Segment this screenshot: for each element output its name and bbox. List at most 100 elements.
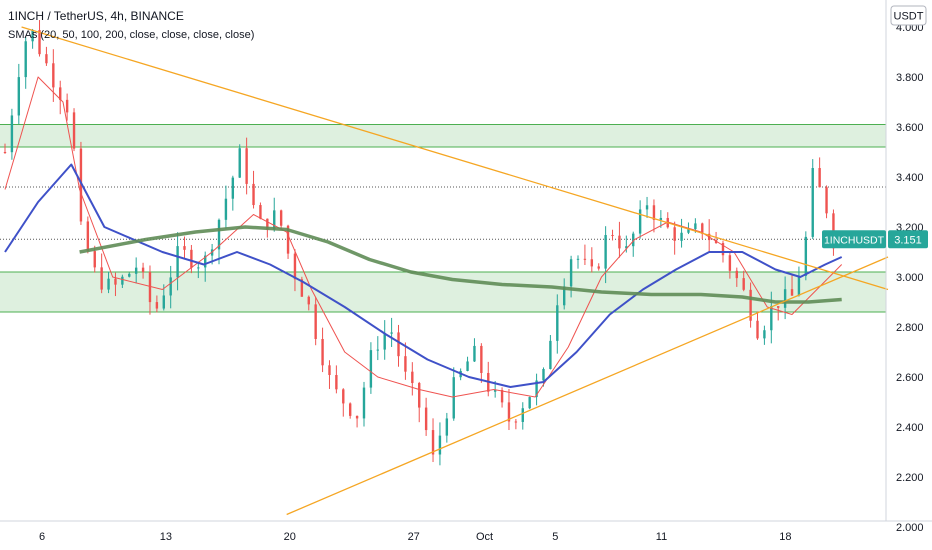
- candle-body: [342, 389, 345, 404]
- candle-body: [742, 278, 745, 290]
- candle: [362, 381, 366, 427]
- candle-body: [694, 223, 697, 230]
- candle-body: [770, 306, 773, 331]
- candle: [300, 276, 304, 297]
- candle-body: [59, 87, 62, 100]
- indicator-legend[interactable]: SMAs (20, 50, 100, 200, close, close, cl…: [8, 29, 254, 41]
- candle-body: [431, 430, 435, 455]
- candle-body: [777, 306, 780, 308]
- candle: [183, 236, 186, 259]
- candle: [134, 257, 138, 284]
- candle-body: [390, 332, 393, 334]
- candle: [804, 231, 808, 281]
- candle: [369, 342, 373, 394]
- moving-averages: [4, 76, 843, 398]
- candle-body: [134, 267, 138, 274]
- candle: [279, 209, 283, 230]
- candle: [31, 28, 34, 49]
- time-tick-label: Oct: [476, 531, 493, 543]
- candle: [217, 218, 221, 265]
- candle-body: [10, 115, 14, 153]
- candle-body: [424, 407, 428, 431]
- candle: [431, 418, 435, 463]
- price-tick-label: 2.400: [896, 422, 924, 434]
- candle-body: [576, 258, 580, 260]
- price-tick-label: 3.800: [896, 72, 924, 84]
- candle-body: [245, 148, 248, 184]
- candle-body: [632, 233, 635, 247]
- candle-body: [818, 168, 821, 188]
- candle: [418, 381, 421, 423]
- candle: [701, 222, 704, 240]
- candle: [777, 306, 780, 321]
- candle: [521, 402, 524, 430]
- candle: [638, 200, 642, 239]
- candle: [507, 388, 511, 431]
- candle-body: [45, 54, 48, 64]
- support-resistance-zones: [0, 124, 886, 313]
- candle-body: [362, 387, 366, 419]
- candle: [65, 93, 69, 121]
- candle-body: [128, 273, 131, 277]
- candle-body: [79, 148, 83, 222]
- candle-body: [583, 258, 587, 260]
- candle-body: [493, 390, 497, 392]
- candle-body: [183, 246, 186, 250]
- candle-body: [321, 338, 324, 366]
- candle-body: [728, 255, 732, 271]
- candle-body: [790, 289, 794, 296]
- time-tick-label: 13: [160, 531, 172, 543]
- candle-body: [659, 217, 663, 220]
- price-tick-label: 2.000: [896, 522, 924, 534]
- time-axis[interactable]: 6 13 20 27 Oct 5 11 18: [0, 520, 932, 543]
- candle-body: [100, 267, 103, 290]
- candle-body: [65, 99, 69, 113]
- candle-body: [721, 243, 725, 256]
- candle: [542, 367, 545, 387]
- candle: [618, 221, 621, 258]
- price-tick-label: 2.200: [896, 472, 924, 484]
- price-tick-label: 2.600: [896, 372, 924, 384]
- candle: [155, 295, 159, 313]
- candle: [445, 412, 449, 443]
- candle-body: [556, 305, 559, 341]
- candle: [376, 336, 379, 361]
- candle-body: [307, 296, 310, 305]
- currency-badge[interactable]: [890, 5, 927, 26]
- candle-body: [369, 350, 373, 388]
- candle-body: [286, 225, 290, 254]
- price-tick-label: 3.400: [896, 172, 924, 184]
- candle: [473, 338, 476, 362]
- candle: [680, 218, 683, 248]
- candle-body: [293, 253, 297, 280]
- candle-body: [542, 368, 545, 381]
- candle: [197, 261, 200, 279]
- candle-body: [355, 415, 359, 419]
- candle-body: [3, 152, 7, 153]
- candle: [749, 282, 752, 328]
- candle: [390, 317, 393, 347]
- candle-body: [452, 377, 455, 419]
- candle-body: [535, 380, 538, 398]
- candle: [480, 343, 483, 383]
- candle: [742, 270, 745, 292]
- last-price-box: [888, 230, 928, 249]
- candle-body: [797, 275, 801, 296]
- candle: [466, 356, 469, 372]
- candle-body: [652, 205, 656, 220]
- price-axis[interactable]: 4.0003.8003.6003.4003.2003.0002.8002.600…: [822, 0, 928, 534]
- time-tick-label: 18: [779, 531, 791, 543]
- candle-body: [169, 277, 172, 296]
- currency-label: USDT: [894, 11, 924, 23]
- candle-body: [404, 356, 407, 372]
- candle: [52, 49, 55, 102]
- symbol-label-box: [822, 230, 886, 249]
- candle: [72, 108, 76, 152]
- price-tick-label: 3.000: [896, 272, 924, 284]
- candle: [652, 199, 656, 233]
- candle-body: [17, 77, 21, 116]
- candle-body: [141, 267, 145, 273]
- candle-body: [190, 249, 193, 268]
- candle-body: [569, 259, 573, 287]
